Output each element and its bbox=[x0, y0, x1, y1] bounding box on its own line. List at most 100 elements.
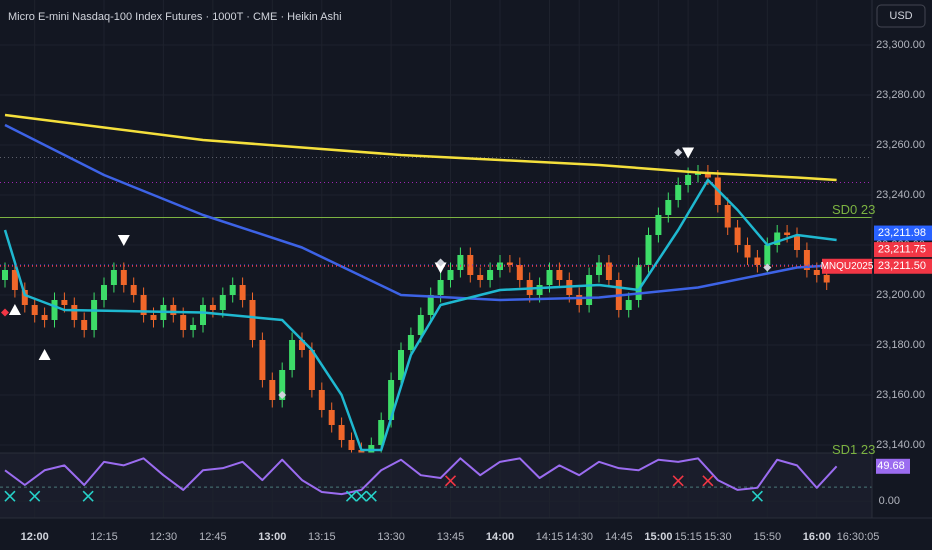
candle-body bbox=[764, 245, 771, 265]
x-tick-label: 12:00 bbox=[21, 531, 49, 543]
y-tick-label: 23,180.00 bbox=[876, 339, 925, 351]
price-pane bbox=[0, 113, 872, 453]
candle-body bbox=[576, 295, 583, 305]
candle-body bbox=[130, 285, 137, 295]
candle-body bbox=[190, 325, 197, 330]
indicator-line bbox=[3, 178, 837, 452]
currency-label[interactable]: USD bbox=[889, 10, 912, 22]
signal-marker bbox=[682, 147, 695, 159]
candle-body bbox=[635, 265, 642, 300]
price-tag bbox=[874, 242, 932, 258]
candle-body bbox=[239, 285, 246, 300]
chart-title: Micro E-mini Nasdaq-100 Index Futures · … bbox=[8, 11, 342, 23]
candle-body bbox=[605, 262, 612, 280]
candle-body bbox=[348, 440, 355, 450]
candle-body bbox=[487, 270, 494, 280]
candle-body bbox=[516, 265, 523, 280]
candle-body bbox=[91, 300, 98, 330]
candle-body bbox=[645, 235, 652, 265]
candle-body bbox=[477, 275, 484, 280]
x-tick-label: 13:45 bbox=[437, 531, 465, 543]
x-tick-label: 12:30 bbox=[150, 531, 178, 543]
candle-body bbox=[813, 270, 820, 275]
candle-body bbox=[170, 305, 177, 315]
candle-body bbox=[417, 315, 424, 335]
candle-body bbox=[665, 200, 672, 215]
candle-body bbox=[11, 270, 18, 290]
candle-body bbox=[2, 270, 8, 280]
candle-body bbox=[823, 275, 830, 283]
oscillator-signal bbox=[672, 475, 684, 487]
x-tick-label: 14:15 bbox=[536, 531, 564, 543]
oscillator-tick-label: 0.00 bbox=[879, 495, 900, 507]
current-time: 16:30:05 bbox=[837, 531, 880, 543]
oscillator-line bbox=[4, 457, 838, 496]
candle-body bbox=[744, 245, 751, 258]
signal-marker bbox=[278, 391, 287, 399]
oscillator-signal bbox=[751, 490, 763, 502]
candle-body bbox=[229, 285, 236, 295]
candle-body bbox=[625, 300, 632, 310]
currency-button[interactable] bbox=[876, 4, 926, 28]
level-label: SD1 23 bbox=[832, 442, 875, 457]
candle-body bbox=[437, 280, 444, 295]
x-tick-label: 13:30 bbox=[377, 531, 405, 543]
candle-body bbox=[289, 340, 296, 370]
y-tick-label: 23,240.00 bbox=[876, 189, 925, 201]
candle-body bbox=[140, 295, 147, 315]
candle-body bbox=[467, 255, 474, 275]
x-tick-label: 15:15 bbox=[674, 531, 702, 543]
signal-marker bbox=[38, 349, 51, 360]
y-tick-label: 23,160.00 bbox=[876, 389, 925, 401]
oscillator-signal bbox=[444, 475, 457, 487]
price-tag-label: 23,211.98 bbox=[878, 227, 926, 239]
candle-body bbox=[457, 255, 464, 270]
symbol-tag-label: MNQU2025 bbox=[821, 261, 874, 272]
signal-marker bbox=[8, 304, 21, 315]
candle-body bbox=[31, 305, 38, 315]
oscillator-signal bbox=[702, 475, 714, 487]
x-tick-label: 15:50 bbox=[754, 531, 782, 543]
oscillator-lines bbox=[0, 457, 872, 502]
candle-body bbox=[556, 270, 563, 280]
candle-body bbox=[41, 315, 48, 320]
indicator-line bbox=[4, 113, 837, 182]
candle-body bbox=[180, 315, 187, 330]
candle-body bbox=[279, 370, 286, 400]
candle-body bbox=[536, 285, 543, 295]
oscillator-tag-label: 49.68 bbox=[877, 460, 905, 472]
x-tick-label: 14:45 bbox=[605, 531, 633, 543]
candle-body bbox=[704, 172, 711, 178]
candle-body bbox=[308, 350, 315, 390]
signal-marker bbox=[1, 308, 9, 317]
candle-body bbox=[754, 257, 761, 265]
candle-body bbox=[724, 205, 731, 228]
price-tag bbox=[874, 225, 932, 241]
candle-body bbox=[71, 305, 78, 320]
symbol-tag bbox=[822, 258, 872, 274]
price-tag bbox=[874, 258, 932, 274]
y-tick-label: 23,140.00 bbox=[876, 439, 925, 451]
candle-body bbox=[51, 300, 58, 320]
candle-body bbox=[299, 340, 305, 350]
candle-body bbox=[596, 262, 602, 275]
candle-body bbox=[655, 215, 662, 235]
candle-body bbox=[734, 227, 741, 245]
candle-body bbox=[110, 270, 117, 285]
x-tick-label: 12:15 bbox=[90, 531, 118, 543]
candle-body bbox=[269, 380, 276, 400]
level-label: SD0 23 bbox=[832, 202, 875, 217]
candle-body bbox=[249, 300, 256, 340]
candle-body bbox=[81, 320, 88, 330]
candle-body bbox=[318, 390, 325, 410]
candle-body bbox=[120, 270, 127, 285]
candle-body bbox=[794, 235, 800, 250]
x-tick-label: 13:00 bbox=[258, 531, 286, 543]
price-tag-label: 23,211.75 bbox=[878, 244, 926, 256]
indicator-line bbox=[4, 123, 837, 302]
x-tick-label: 15:00 bbox=[644, 531, 672, 543]
candle-body bbox=[803, 250, 810, 270]
candle-body bbox=[259, 340, 266, 380]
